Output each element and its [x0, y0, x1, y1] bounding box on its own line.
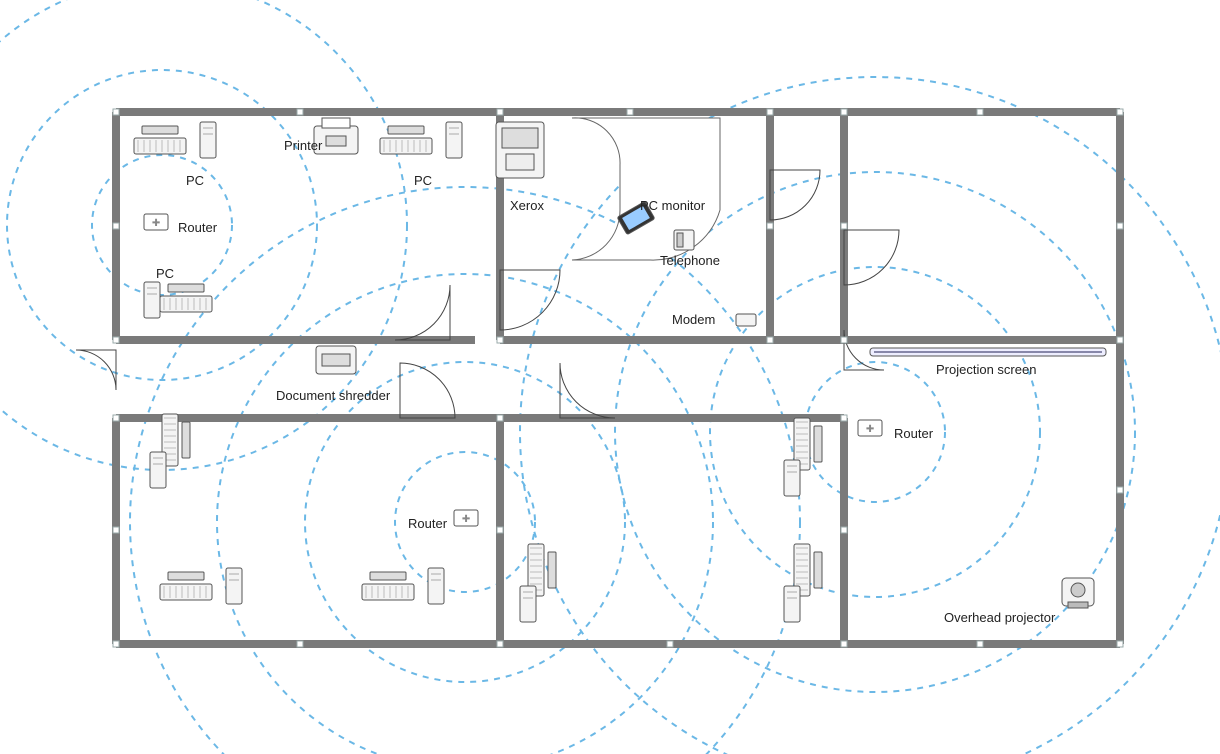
floor-plan-canvas: ✚ ✚ ✚ PC PC PC Printer Router Router Router Xerox P… — [0, 0, 1220, 754]
resize-handle[interactable] — [297, 641, 303, 647]
resize-handle[interactable] — [497, 109, 503, 115]
router-icon: ✚ — [858, 420, 882, 436]
label-pc3: PC — [156, 266, 174, 281]
resize-handle[interactable] — [767, 223, 773, 229]
resize-handle[interactable] — [497, 641, 503, 647]
pc-icon — [160, 284, 212, 312]
tower-icon — [144, 282, 160, 318]
tower-icon — [784, 586, 800, 622]
label-pcmonitor: PC monitor — [640, 198, 706, 213]
resize-handle[interactable] — [1117, 641, 1123, 647]
tower-icon — [150, 452, 166, 488]
shredder-icon — [316, 346, 356, 374]
tower-icon — [446, 122, 462, 158]
resize-handle[interactable] — [497, 337, 503, 343]
label-router1: Router — [178, 220, 218, 235]
resize-handle[interactable] — [113, 223, 119, 229]
label-router2: Router — [408, 516, 448, 531]
label-modem: Modem — [672, 312, 715, 327]
pc-icon — [160, 572, 212, 600]
resize-handle[interactable] — [113, 109, 119, 115]
label-xerox: Xerox — [510, 198, 544, 213]
resize-handle[interactable] — [113, 527, 119, 533]
label-telephone: Telephone — [660, 253, 720, 268]
screen_bar-icon — [870, 348, 1106, 356]
resize-handle[interactable] — [841, 641, 847, 647]
tower-icon — [200, 122, 216, 158]
resize-handle[interactable] — [767, 337, 773, 343]
label-docshred: Document shredder — [276, 388, 391, 403]
resize-handle[interactable] — [113, 415, 119, 421]
pc-icon — [362, 572, 414, 600]
resize-handle[interactable] — [1117, 487, 1123, 493]
resize-handle[interactable] — [667, 641, 673, 647]
resize-handle[interactable] — [841, 337, 847, 343]
resize-handle[interactable] — [1117, 109, 1123, 115]
resize-handle[interactable] — [841, 527, 847, 533]
resize-handle[interactable] — [497, 415, 503, 421]
label-pc1: PC — [186, 173, 204, 188]
projector-icon — [1062, 578, 1094, 608]
pc-icon — [380, 126, 432, 154]
tower-icon — [784, 460, 800, 496]
label-pc2: PC — [414, 173, 432, 188]
resize-handle[interactable] — [1117, 337, 1123, 343]
xerox-icon — [496, 122, 544, 178]
resize-handle[interactable] — [841, 109, 847, 115]
label-ohprojector: Overhead projector — [944, 610, 1056, 625]
resize-handle[interactable] — [497, 527, 503, 533]
label-router3: Router — [894, 426, 934, 441]
modem-icon — [736, 314, 756, 326]
tower-icon — [226, 568, 242, 604]
resize-handle[interactable] — [1117, 223, 1123, 229]
router-icon: ✚ — [144, 214, 168, 230]
label-printer: Printer — [284, 138, 323, 153]
resize-handle[interactable] — [977, 641, 983, 647]
svg-text:✚: ✚ — [152, 218, 160, 229]
resize-handle[interactable] — [113, 337, 119, 343]
tower-icon — [520, 586, 536, 622]
resize-handle[interactable] — [113, 641, 119, 647]
pc-icon — [134, 126, 186, 154]
resize-handle[interactable] — [841, 415, 847, 421]
resize-handle[interactable] — [627, 109, 633, 115]
label-projscreen: Projection screen — [936, 362, 1036, 377]
resize-handle[interactable] — [841, 223, 847, 229]
resize-handle[interactable] — [767, 109, 773, 115]
resize-handle[interactable] — [977, 109, 983, 115]
phone-icon — [674, 230, 694, 250]
router-icon: ✚ — [454, 510, 478, 526]
tower-icon — [428, 568, 444, 604]
svg-text:✚: ✚ — [462, 514, 470, 525]
svg-text:✚: ✚ — [866, 424, 874, 435]
resize-handle[interactable] — [297, 109, 303, 115]
